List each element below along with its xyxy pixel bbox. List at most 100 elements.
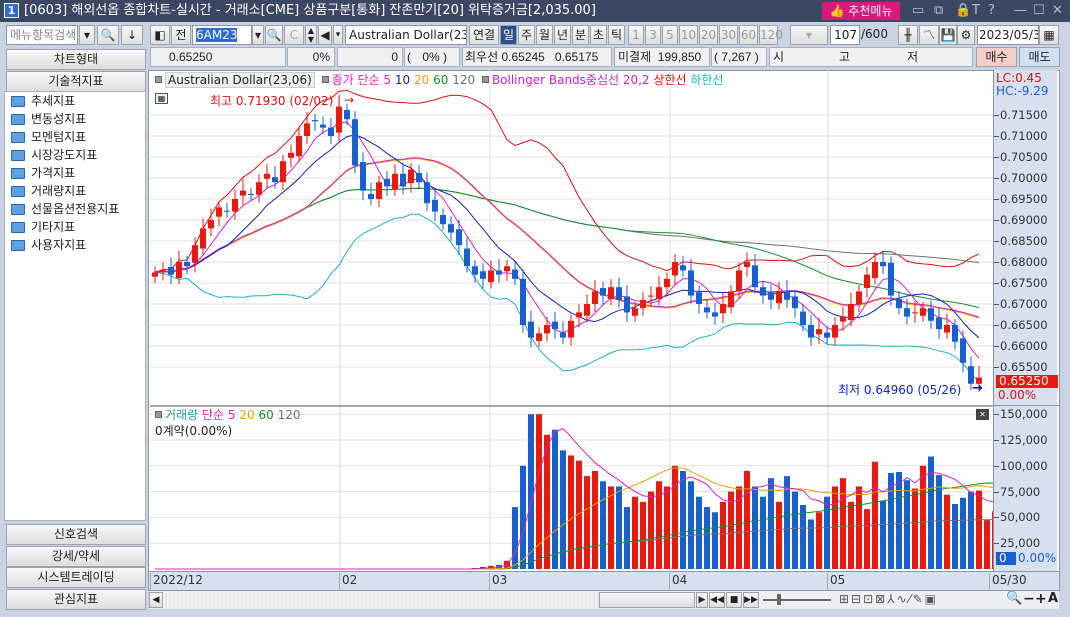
volume-bar bbox=[608, 486, 614, 569]
help-icon[interactable]: ? bbox=[988, 3, 995, 18]
collapse-pane-icon[interactable]: ✕ bbox=[976, 409, 989, 420]
tree-item[interactable]: 추세지표 bbox=[5, 92, 145, 110]
magnifier-icon[interactable]: 🔍 bbox=[1006, 591, 1023, 606]
zoom-slider-handle[interactable] bbox=[777, 594, 781, 605]
period-button[interactable]: 30 bbox=[719, 25, 738, 45]
sell-button[interactable]: 매도 bbox=[1019, 47, 1060, 67]
vol-ma20-legend[interactable]: 20 bbox=[239, 408, 255, 422]
scroll-track[interactable] bbox=[163, 593, 613, 607]
period-button[interactable]: 3 bbox=[645, 25, 661, 45]
layout-icon[interactable]: ▭ bbox=[912, 3, 925, 18]
lc-value: LC:0.45 bbox=[996, 71, 1042, 85]
tree-item[interactable]: 사용자지표 bbox=[5, 236, 145, 254]
font-icon[interactable]: T bbox=[972, 3, 980, 18]
period-button[interactable]: 년 bbox=[554, 25, 571, 45]
add-indicator-icon[interactable]: 〽 bbox=[919, 25, 939, 45]
zoom-in-icon[interactable]: + bbox=[1035, 591, 1047, 607]
period-button[interactable]: 주 bbox=[518, 25, 535, 45]
period-button[interactable]: 초 bbox=[590, 25, 607, 45]
vol-ma-label[interactable]: 단순 bbox=[201, 408, 225, 422]
technical-indicators-button[interactable]: 기술적지표 bbox=[6, 71, 146, 92]
ma60-legend[interactable]: 60 bbox=[433, 73, 449, 87]
left-bottom-button[interactable]: 강세/약세 bbox=[6, 545, 146, 567]
restore-windows-icon[interactable]: ⧉ bbox=[934, 3, 944, 18]
ma10-legend[interactable]: 10 bbox=[394, 73, 411, 87]
down-arrow-icon[interactable]: ↓ bbox=[121, 25, 143, 45]
code-dropdown-button[interactable]: ▾ bbox=[252, 25, 264, 45]
sound-dropdown-button[interactable]: ▾ bbox=[333, 25, 343, 45]
tree-item[interactable]: 선물옵션전용지표 bbox=[5, 200, 145, 218]
tree-item[interactable]: 변동성지표 bbox=[5, 110, 145, 128]
count-input[interactable]: 107 bbox=[830, 25, 860, 45]
add-candle-icon[interactable]: ╫ bbox=[898, 25, 918, 45]
period-button[interactable]: 20 bbox=[699, 25, 718, 45]
vol-ma60-legend[interactable]: 60 bbox=[258, 408, 274, 422]
buy-button[interactable]: 매수 bbox=[976, 47, 1017, 67]
table-icon[interactable]: ▦ bbox=[155, 93, 168, 104]
left-bottom-button[interactable]: 신호검색 bbox=[6, 524, 146, 545]
tree-item[interactable]: 가격지표 bbox=[5, 164, 145, 182]
auto-scale-icon[interactable]: A bbox=[1048, 591, 1059, 606]
period-button[interactable]: 월 bbox=[536, 25, 553, 45]
ma5-legend[interactable]: 5 bbox=[383, 73, 392, 87]
ma120-legend[interactable]: 120 bbox=[452, 73, 476, 87]
period-button[interactable]: 일 bbox=[500, 25, 517, 45]
maximize-icon[interactable]: ☐ bbox=[1033, 3, 1045, 18]
chart-canvas[interactable] bbox=[150, 70, 993, 571]
panel-toggle-icon[interactable]: ◧ bbox=[150, 25, 170, 45]
menu-search-input[interactable]: 메뉴항목검색 bbox=[6, 25, 78, 45]
tree-item[interactable]: 모멘텀지표 bbox=[5, 128, 145, 146]
tree-item[interactable]: 시장강도지표 bbox=[5, 146, 145, 164]
lock-icon[interactable]: 🔒 bbox=[955, 3, 972, 18]
period-button[interactable]: 분 bbox=[572, 25, 589, 45]
close-icon[interactable]: ✕ bbox=[1052, 3, 1063, 18]
instrument-name-field[interactable]: Australian Dollar(23,06) bbox=[345, 25, 467, 45]
code-input[interactable]: 6AM23 bbox=[192, 25, 252, 45]
bb-upper-legend[interactable]: 상한선 bbox=[653, 73, 687, 87]
instrument-legend[interactable]: Australian Dollar(23,06) bbox=[165, 72, 315, 88]
scroll-thumb[interactable] bbox=[599, 592, 695, 608]
vol-ma120-legend[interactable]: 120 bbox=[277, 408, 301, 422]
interval-dropdown[interactable]: ▾ bbox=[790, 25, 828, 45]
tree-item[interactable]: 기타지표 bbox=[5, 218, 145, 236]
left-bottom-button[interactable]: 관심지표 bbox=[6, 588, 146, 610]
scroll-left-button[interactable]: ◀ bbox=[149, 592, 163, 608]
minimize-icon[interactable]: — bbox=[1014, 3, 1027, 18]
rewind-icon[interactable]: ◀◀ bbox=[709, 592, 725, 608]
updown-spinner[interactable]: ▲ ▼ bbox=[305, 25, 317, 45]
save-icon[interactable]: 💾 bbox=[939, 25, 957, 45]
scroll-right-button[interactable]: ▶ bbox=[696, 592, 708, 608]
chart-type-button[interactable]: 차트형태 bbox=[6, 49, 146, 70]
prev-button[interactable]: 전 bbox=[171, 25, 191, 45]
link-c-icon[interactable]: C bbox=[284, 25, 304, 45]
stop-icon[interactable]: ■ bbox=[726, 592, 742, 608]
search-icon[interactable]: 🔍 bbox=[97, 25, 119, 45]
period-button[interactable]: 5 bbox=[662, 25, 678, 45]
vol-ma5-legend[interactable]: 5 bbox=[227, 408, 236, 422]
sound-icon[interactable]: ◀ bbox=[318, 25, 332, 45]
period-button[interactable]: 연결 bbox=[469, 25, 499, 45]
search-dropdown-button[interactable]: ▾ bbox=[79, 25, 95, 45]
search-icon[interactable]: 🔍 bbox=[265, 25, 283, 45]
date-input[interactable]: 2023/05/30 bbox=[977, 25, 1039, 45]
period-button[interactable]: 60 bbox=[739, 25, 758, 45]
calendar-icon[interactable]: ▦ bbox=[1039, 25, 1059, 45]
volume-bar bbox=[928, 456, 934, 569]
zoom-slider[interactable] bbox=[763, 599, 831, 601]
fast-forward-icon[interactable]: ▶▶ bbox=[743, 592, 759, 608]
bb-lower-legend[interactable]: 하한선 bbox=[690, 73, 724, 87]
recommend-menu-button[interactable]: 👍 추천메뉴 bbox=[822, 2, 900, 20]
left-bottom-button[interactable]: 시스템트레이딩 bbox=[6, 567, 146, 588]
period-button[interactable]: 1 bbox=[628, 25, 644, 45]
tree-item[interactable]: 거래량지표 bbox=[5, 182, 145, 200]
gear-icon[interactable]: ⚙ bbox=[957, 25, 975, 45]
bb-legend[interactable]: Bollinger Bands중심선 20,2 bbox=[491, 73, 650, 87]
ma20-legend[interactable]: 20 bbox=[413, 73, 430, 87]
period-button[interactable]: 120 bbox=[759, 25, 783, 45]
chart-tool-icons[interactable]: ⊞⊟⊡⊠⅄∿⁄✎▣ bbox=[839, 592, 938, 606]
period-button[interactable]: 10 bbox=[679, 25, 698, 45]
volume-legend-label[interactable]: 거래량 bbox=[165, 408, 199, 422]
ma-legend-label[interactable]: 종가 단순 bbox=[331, 73, 380, 87]
period-button[interactable]: 틱 bbox=[608, 25, 625, 45]
zoom-out-icon[interactable]: − bbox=[1023, 591, 1035, 607]
